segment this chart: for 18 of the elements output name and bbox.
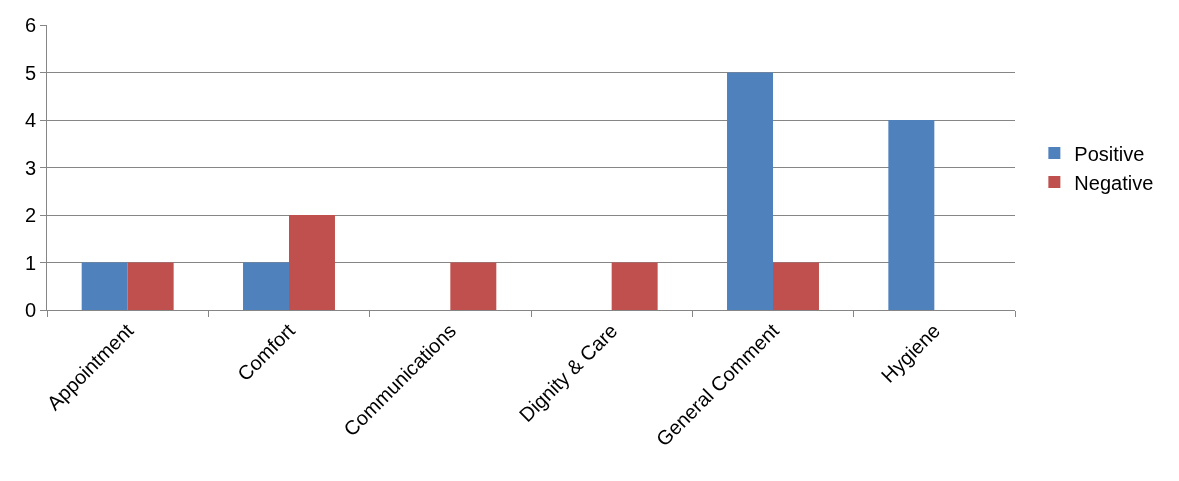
legend-label: Positive xyxy=(1074,142,1145,165)
y-tick-label: 2 xyxy=(24,204,36,226)
y-tick-label: 6 xyxy=(24,14,36,36)
y-tick-label: 0 xyxy=(24,299,36,321)
y-tick-label: 1 xyxy=(24,251,36,274)
bar xyxy=(888,120,935,310)
y-tick-label: 4 xyxy=(24,109,36,131)
y-tick-label: 3 xyxy=(24,156,36,179)
y-tick-label: 5 xyxy=(24,61,36,84)
bar xyxy=(81,262,128,310)
legend-label: Negative xyxy=(1074,171,1154,194)
bar xyxy=(450,262,497,310)
bar xyxy=(727,72,773,310)
bar xyxy=(611,262,658,310)
bar xyxy=(773,262,819,310)
bar xyxy=(127,262,174,310)
bar xyxy=(243,262,289,310)
bar xyxy=(289,215,335,310)
